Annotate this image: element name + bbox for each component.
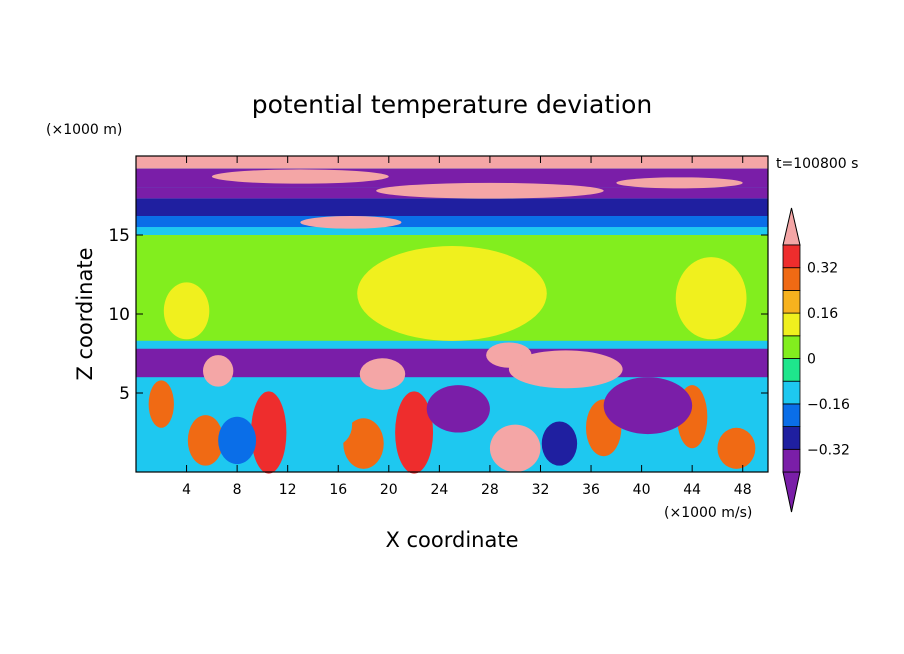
contour-field	[136, 156, 768, 474]
colorbar-tick-label-4: −0.32	[807, 442, 850, 458]
x-axis: 4 8 12 16 20 24 28 32 36 40 44 48	[182, 156, 752, 498]
colorbar: 0.32 0.16 0 −0.16 −0.32	[782, 207, 850, 513]
x-tick-label-9: 40	[633, 482, 651, 498]
contour-band-5	[136, 227, 768, 235]
x-axis-label: X coordinate	[385, 528, 518, 552]
contour-cell-24	[541, 421, 578, 466]
contour-cell-0	[357, 246, 547, 341]
y-unit-label: (×1000 m)	[46, 122, 122, 138]
x-tick-label-11: 48	[734, 482, 752, 498]
colorbar-tick-label-2: 0	[807, 352, 816, 368]
colorbar-segment-7	[782, 289, 801, 314]
colorbar-segment-8	[782, 267, 801, 291]
colorbar-tick-label-1: 0.16	[807, 306, 838, 322]
contour-cell-20	[311, 402, 353, 447]
x-tick-label-2: 12	[279, 482, 297, 498]
x-tick-label-10: 44	[683, 482, 701, 498]
x-tick-label-6: 28	[481, 482, 499, 498]
contour-cell-16	[489, 424, 541, 472]
contour-cell-7	[359, 358, 406, 390]
colorbar-tick-label-0: 0.32	[807, 261, 838, 277]
y-tick-label-2: 15	[108, 226, 130, 246]
x-tick-label-1: 8	[233, 482, 242, 498]
chart-title: potential temperature deviation	[252, 90, 652, 119]
colorbar-over-triangle	[782, 207, 801, 246]
colorbar-segment-6	[782, 312, 801, 337]
x-tick-label-7: 32	[532, 482, 550, 498]
contour-cell-1	[675, 257, 747, 340]
contour-cell-8	[508, 350, 623, 389]
contour-cell-13	[251, 391, 287, 474]
colorbar-segment-4	[782, 358, 801, 382]
y-axis: 5 10 15	[108, 226, 768, 404]
y-tick-label-0: 5	[119, 384, 130, 404]
y-tick-label-1: 10	[108, 305, 130, 325]
time-label: t=100800 s	[776, 156, 858, 172]
contour-cell-9	[486, 342, 532, 368]
contour-cell-3	[211, 169, 389, 184]
contour-cell-15	[395, 391, 434, 474]
contour-cell-23	[218, 416, 257, 465]
colorbar-segment-3	[782, 380, 801, 405]
colorbar-segment-2	[782, 403, 801, 427]
x-unit-label: (×1000 m/s)	[664, 505, 752, 521]
contour-cell-19	[717, 427, 756, 469]
y-axis-label: Z coordinate	[73, 247, 97, 380]
contour-band-0	[136, 156, 768, 169]
contour-cell-5	[300, 216, 402, 229]
contour-band-7	[136, 340, 768, 349]
colorbar-tick-label-3: −0.16	[807, 397, 850, 413]
contour-cell-12	[187, 415, 224, 466]
contour-cell-4	[376, 182, 604, 199]
contour-cell-10	[202, 355, 234, 387]
x-tick-label-4: 20	[380, 482, 398, 498]
x-tick-label-5: 24	[430, 482, 448, 498]
x-tick-label-8: 36	[582, 482, 600, 498]
colorbar-segment-5	[782, 335, 801, 359]
contour-cell-22	[603, 377, 693, 435]
colorbar-segment-0	[782, 448, 801, 473]
contour-cell-2	[163, 282, 210, 340]
contour-band-8	[136, 348, 768, 378]
contour-band-4	[136, 216, 768, 228]
contour-cell-6	[616, 177, 743, 189]
x-tick-label-0: 4	[182, 482, 191, 498]
contour-cell-14	[343, 418, 384, 469]
colorbar-segment-9	[782, 244, 801, 269]
contour-band-3	[136, 198, 768, 217]
x-tick-label-3: 16	[329, 482, 347, 498]
colorbar-segment-1	[782, 426, 801, 450]
contour-cell-11	[148, 380, 174, 428]
contour-cell-21	[426, 385, 490, 433]
colorbar-under-triangle	[782, 471, 801, 513]
